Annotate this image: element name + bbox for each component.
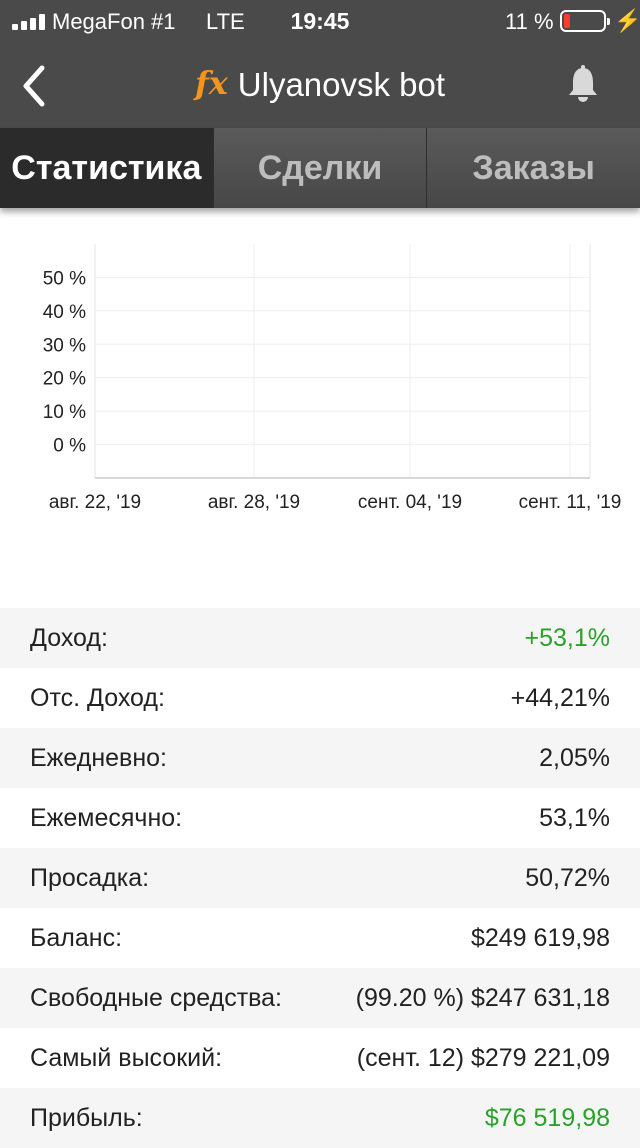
tab-bar: Статистика Сделки Заказы: [0, 128, 640, 208]
stat-row-profit: Прибыль: $76 519,98: [0, 1088, 640, 1148]
stat-value: 2,05%: [539, 743, 610, 772]
stat-value: 50,72%: [525, 863, 610, 892]
stat-label: Просадка:: [30, 863, 150, 892]
signal-icon: [12, 14, 48, 30]
stat-label: Прибыль:: [30, 1103, 143, 1132]
y-tick-label: 0 %: [53, 436, 86, 457]
stat-value: 53,1%: [539, 803, 610, 832]
clock: 19:45: [290, 8, 350, 34]
charging-icon: ⚡: [614, 8, 640, 33]
bot-name: Ulyanovsk bot: [237, 66, 446, 103]
stat-label: Свободные средства:: [30, 983, 282, 1012]
tab-orders[interactable]: Заказы: [426, 128, 640, 208]
fx-logo: fx: [194, 64, 228, 102]
stat-row-balance: Баланс: $249 619,98: [0, 908, 640, 968]
back-chevron-icon[interactable]: [16, 62, 56, 110]
x-axis-labels: авг. 22, '19 авг. 28, '19 сент. 04, '19 сен…: [49, 492, 622, 513]
stat-label: Ежедневно:: [30, 743, 167, 772]
stat-row-abs-income: Отс. Доход: +44,21%: [0, 668, 640, 728]
nav-bar: fx Ulyanovsk bot: [0, 44, 640, 128]
stat-value: $76 519,98: [484, 1103, 610, 1132]
y-tick-label: 40 %: [43, 302, 86, 323]
x-tick-label: сент. 11, '19: [519, 492, 622, 513]
network-type: LTE: [206, 9, 245, 34]
stat-row-monthly: Ежемесячно: 53,1%: [0, 788, 640, 848]
chart-grid: [94, 244, 591, 479]
y-tick-label: 50 %: [43, 268, 86, 289]
stat-row-drawdown: Просадка: 50,72%: [0, 848, 640, 908]
stat-value: +53,1%: [524, 623, 611, 652]
stat-row-free-funds: Свободные средства: (99.20 %) $247 631,18: [0, 968, 640, 1028]
tab-deals[interactable]: Сделки: [212, 128, 427, 208]
stat-value: +44,21%: [510, 683, 610, 712]
profit-chart: 50 %40 %30 %20 %10 %0 % авг. 22, '19 авг.…: [43, 244, 622, 513]
x-tick-label: авг. 28, '19: [208, 492, 300, 513]
x-tick-label: сент. 04, '19: [358, 492, 462, 513]
tab-statistics[interactable]: Статистика: [0, 128, 213, 208]
stat-row-income: Доход: +53,1%: [0, 608, 640, 668]
stat-row-highest: Самый высокий: (сент. 12) $279 221,09: [0, 1028, 640, 1088]
stat-value: (сент. 12) $279 221,09: [356, 1043, 610, 1072]
bell-icon[interactable]: [565, 64, 601, 104]
status-bar: MegaFon #1 LTE 19:45 11 % ⚡: [0, 0, 640, 44]
stat-row-daily: Ежедневно: 2,05%: [0, 728, 640, 788]
battery-percent: 11 %: [505, 9, 554, 34]
stat-label: Самый высокий:: [30, 1043, 223, 1072]
y-tick-label: 10 %: [43, 402, 86, 423]
battery-icon: [560, 10, 610, 32]
stats-table: Доход: +53,1% Отс. Доход: +44,21% Ежедневн…: [0, 608, 640, 1148]
x-tick-label: авг. 22, '19: [49, 492, 141, 513]
carrier-name: MegaFon #1: [52, 9, 176, 34]
app-title: fx Ulyanovsk bot: [0, 64, 640, 104]
stat-label: Отс. Доход:: [30, 683, 165, 712]
stat-label: Баланс:: [30, 923, 123, 952]
y-tick-label: 30 %: [43, 335, 86, 356]
stat-value: (99.20 %) $247 631,18: [355, 983, 610, 1012]
stat-label: Ежемесячно:: [30, 803, 183, 832]
stat-label: Доход:: [30, 623, 108, 652]
stat-value: $249 619,98: [470, 923, 610, 952]
y-tick-label: 20 %: [43, 369, 86, 390]
y-axis-labels: 50 % 40 % 30 % 20 % 10 % 0 %: [43, 268, 86, 456]
